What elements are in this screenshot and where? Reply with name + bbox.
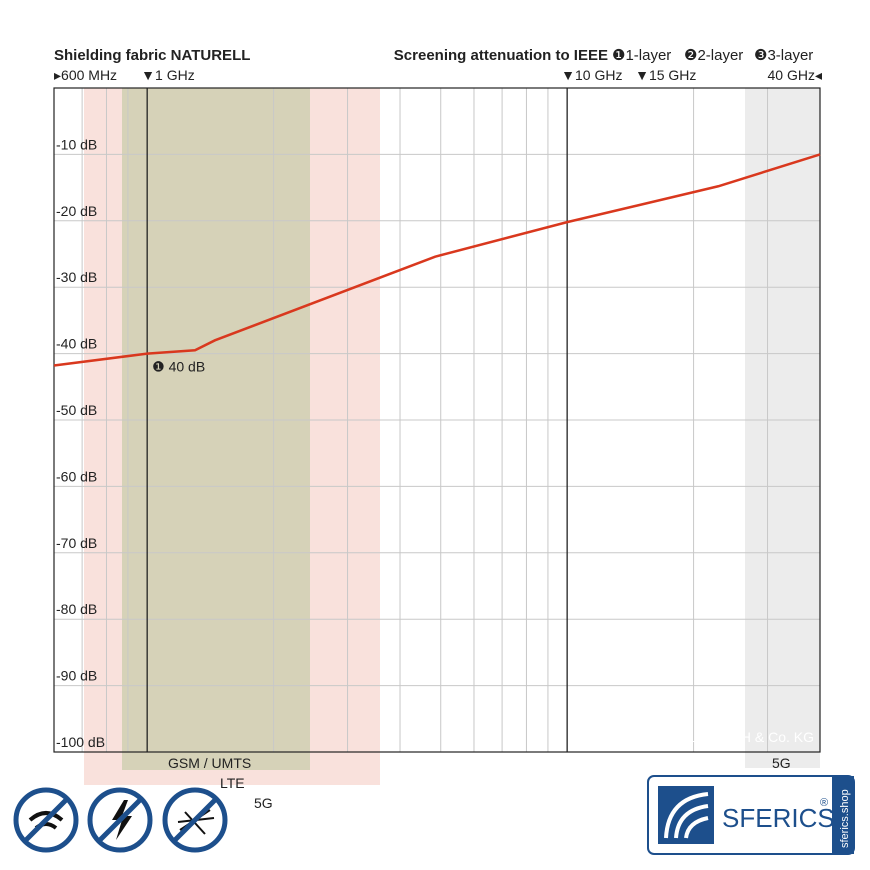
data-line [53,153,821,367]
x-tick-label: 40 GHz◂ [768,67,823,83]
y-tick-label: -60 dB [56,468,97,484]
subtitle: Screening attenuation to IEEE [394,47,608,64]
shop-text: sferics.shop [839,789,851,848]
band-label: 5G [772,755,791,771]
x-tick-label: ▼1 GHz [141,67,195,83]
y-tick-label: -80 dB [56,601,97,617]
copyright: © YSHIELD GmbH & Co. KG [633,729,814,745]
x-tick-label: ▸600 MHz [54,67,117,83]
y-tick-label: -70 dB [56,535,97,551]
legend-entry: ❶1-layer [612,47,671,64]
band-label: 5G [254,795,273,811]
x-tick-label: ▼15 GHz [635,67,696,83]
band-bg [122,88,310,770]
legend-entry: ❷2-layer [684,47,743,64]
logo: SFERICS ® sferics.shop [647,775,855,855]
logo-text: SFERICS [722,803,835,833]
y-tick-label: -20 dB [56,203,97,219]
logo-mark: ® [820,797,828,809]
legend-entry: ❸3-layer [754,47,813,64]
annotation: ❶ 40 dB [152,359,205,375]
icons [13,787,228,853]
chart-title: Shielding fabric NATURELL [54,47,250,64]
y-tick-label: -10 dB [56,136,97,152]
band-bg [745,88,820,768]
band-label: GSM / UMTS [168,755,251,771]
plot-frame [53,87,821,753]
y-tick-label: -100 dB [56,734,105,750]
y-tick-label: -40 dB [56,336,97,352]
y-tick-label: -30 dB [56,269,97,285]
y-tick-label: -90 dB [56,668,97,684]
y-tick-label: -50 dB [56,402,97,418]
band-label: LTE [220,775,245,791]
x-tick-label: ▼10 GHz [561,67,622,83]
